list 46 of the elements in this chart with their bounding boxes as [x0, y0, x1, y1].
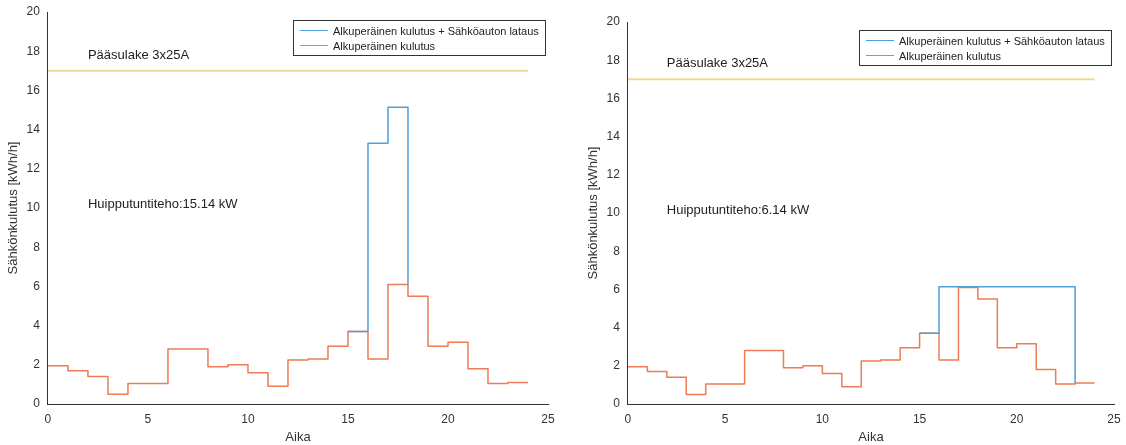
y-tick-label: 2 — [33, 357, 41, 372]
x-tick-label: 20 — [1010, 411, 1024, 426]
legend-label: Alkuperäinen kulutus — [333, 39, 436, 52]
y-tick-label: 16 — [26, 82, 41, 97]
y-tick-label: 16 — [606, 90, 621, 105]
x-tick-label: 20 — [441, 411, 455, 426]
y-axis-title: Sähkönkulutus [kWh/h] — [5, 141, 21, 275]
y-tick-label: 6 — [613, 281, 621, 296]
x-tick-label: 5 — [721, 411, 729, 426]
x-tick-label: 15 — [912, 411, 927, 426]
y-tick-label: 0 — [613, 396, 621, 411]
y-tick-label: 10 — [26, 200, 41, 215]
y-tick-label: 8 — [613, 243, 621, 258]
y-tick-label: 4 — [33, 317, 41, 332]
annotation: Huipputuntiteho:6.14 kW — [666, 201, 810, 217]
y-tick-label: 12 — [606, 167, 621, 182]
ref-line-label: Pääsulake 3x25A — [666, 55, 769, 71]
y-tick-label: 6 — [33, 278, 41, 293]
y-tick-label: 18 — [606, 52, 621, 67]
y-axis-title: Sähkönkulutus [kWh/h] — [585, 146, 601, 280]
x-tick-label: 25 — [541, 411, 555, 426]
y-tick-label: 20 — [606, 14, 621, 29]
legend-label: Alkuperäinen kulutus — [899, 49, 1002, 62]
y-tick-label: 14 — [26, 121, 41, 136]
y-tick-label: 18 — [26, 43, 41, 58]
x-tick-label: 5 — [144, 411, 152, 426]
x-tick-label: 0 — [44, 411, 52, 426]
x-axis-title: Aika — [285, 428, 312, 444]
y-tick-label: 20 — [26, 4, 41, 19]
x-tick-label: 0 — [624, 411, 632, 426]
x-tick-label: 15 — [341, 411, 355, 426]
y-tick-label: 4 — [613, 319, 621, 334]
y-tick-label: 8 — [33, 239, 41, 254]
y-tick-label: 12 — [26, 161, 41, 176]
x-axis-title: Aika — [858, 428, 885, 444]
ref-line-label: Pääsulake 3x25A — [87, 46, 190, 62]
legend-label: Alkuperäinen kulutus + Sähköauton lataus — [899, 34, 1105, 47]
legend-label: Alkuperäinen kulutus + Sähköauton lataus — [333, 24, 539, 37]
x-tick-label: 10 — [815, 411, 830, 426]
y-tick-label: 2 — [613, 358, 621, 373]
x-tick-label: 10 — [241, 411, 255, 426]
y-tick-label: 14 — [606, 128, 621, 143]
x-tick-label: 25 — [1107, 411, 1121, 426]
y-tick-label: 0 — [33, 396, 41, 411]
annotation: Huipputuntiteho:15.14 kW — [87, 196, 238, 212]
y-tick-label: 10 — [606, 205, 621, 220]
